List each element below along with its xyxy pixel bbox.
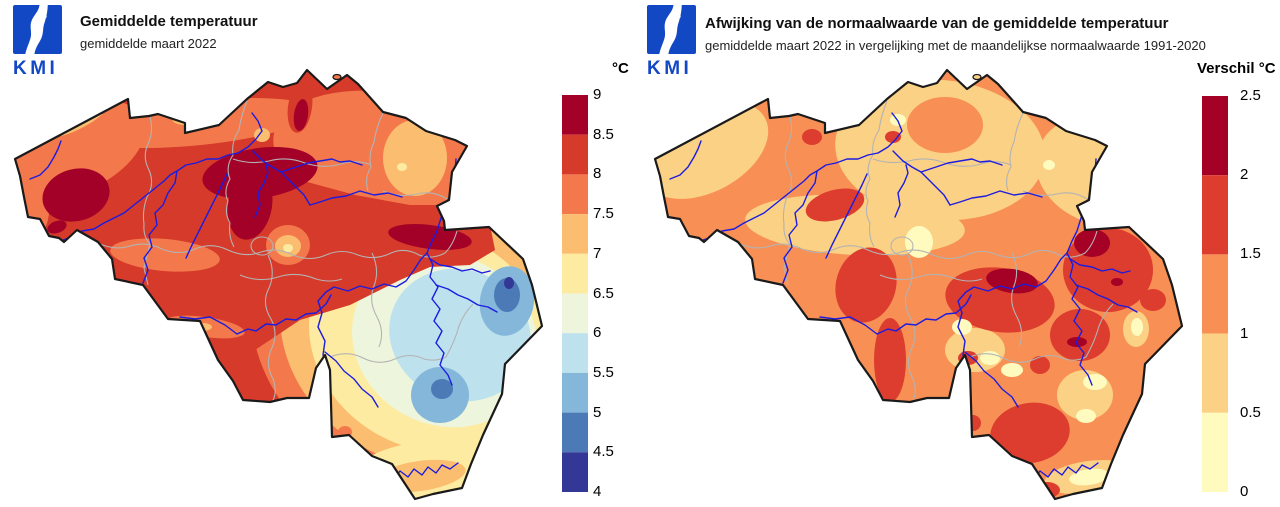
scale-tick: 6 [593, 324, 602, 341]
legend-color-step [562, 95, 588, 135]
left-map-subtitle: gemiddelde maart 2022 [80, 36, 217, 51]
legend-color-step [562, 293, 588, 334]
anomaly-map [653, 68, 1184, 501]
temperature-map [13, 68, 544, 501]
right-map-subtitle: gemiddelde maart 2022 in vergelijking me… [705, 38, 1206, 53]
legend-color-step [562, 253, 588, 294]
right-scale-unit: Verschil °C [1197, 60, 1276, 77]
scale-tick: 4.5 [593, 443, 614, 460]
kmi-logo: KMI [13, 5, 62, 78]
legend-color-step [1202, 333, 1228, 413]
scale-tick: 1.5 [1240, 245, 1261, 262]
legend-color-step [562, 214, 588, 254]
scale-tick: 9 [593, 86, 602, 103]
legend-color-step [1202, 175, 1228, 255]
anomaly-colorbar [1202, 96, 1228, 492]
kmi-logo-icon [13, 5, 62, 54]
left-scale-unit: °C [612, 60, 629, 77]
scale-tick: 1 [1240, 325, 1249, 342]
scale-tick: 2.5 [1240, 87, 1261, 104]
left-map-title: Gemiddelde temperatuur [80, 13, 258, 30]
kmi-logo-text: KMI [647, 58, 693, 79]
scale-tick: 0 [1240, 483, 1249, 500]
baarle-exclave [332, 73, 342, 81]
kmi-logo-right: KMI [647, 5, 696, 78]
temperature-colorbar [562, 95, 588, 492]
scale-tick: 8 [593, 165, 602, 182]
scale-tick: 7.5 [593, 205, 614, 222]
legend-color-step [1202, 96, 1228, 176]
belgium-maps-canvas [13, 68, 1184, 501]
scale-tick: 2 [1240, 166, 1249, 183]
legend-color-step [1202, 254, 1228, 334]
legend-color-step [562, 452, 588, 492]
kmi-logo-text: KMI [13, 58, 59, 79]
scale-tick: 7 [593, 245, 602, 262]
kmi-logo-icon [647, 5, 696, 54]
scale-tick: 0.5 [1240, 404, 1261, 421]
scale-tick: 6.5 [593, 285, 614, 302]
scale-tick: 8.5 [593, 126, 614, 143]
legend-color-step [562, 372, 588, 413]
legend-color-step [562, 333, 588, 373]
legend-color-step [1202, 412, 1228, 492]
scale-tick: 4 [593, 483, 602, 500]
legend-color-step [562, 134, 588, 175]
legend-color-step [562, 174, 588, 215]
right-map-title: Afwijking van de normaalwaarde van de ge… [705, 15, 1169, 32]
baarle-exclave [972, 73, 982, 81]
scale-tick: 5 [593, 404, 602, 421]
legend-color-step [562, 412, 588, 453]
scale-tick: 5.5 [593, 364, 614, 381]
